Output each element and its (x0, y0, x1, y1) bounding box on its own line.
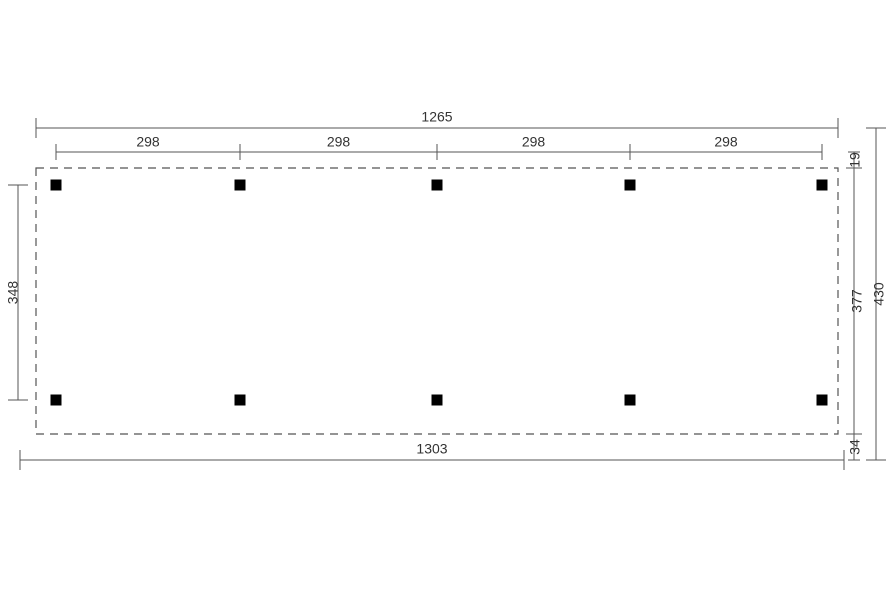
post-1-1 (235, 395, 246, 406)
post-0-3 (625, 180, 636, 191)
dim-top-outer-label: 1265 (421, 109, 452, 125)
post-0-2 (432, 180, 443, 191)
post-1-3 (625, 395, 636, 406)
post-0-0 (51, 180, 62, 191)
dim-right-bot-gap-label: 34 (847, 439, 863, 455)
dim-top-seg-label-3: 298 (714, 134, 738, 150)
plan-drawing: 1265 298 298 298 298 1303 348 377 430 19 34 (0, 0, 896, 600)
post-1-4 (817, 395, 828, 406)
dim-right-outer-label: 430 (871, 282, 887, 306)
dim-right-outline-label: 377 (849, 289, 865, 313)
dim-top-seg-label-0: 298 (136, 134, 160, 150)
dim-top-seg-label-2: 298 (522, 134, 546, 150)
dim-left-posts-label: 348 (5, 281, 21, 305)
post-0-4 (817, 180, 828, 191)
dim-right-top-gap-label: 19 (847, 152, 863, 168)
post-0-1 (235, 180, 246, 191)
dim-bottom-outer-label: 1303 (416, 441, 447, 457)
outline-rect (36, 168, 838, 434)
post-1-0 (51, 395, 62, 406)
post-1-2 (432, 395, 443, 406)
dim-top-seg-label-1: 298 (327, 134, 351, 150)
